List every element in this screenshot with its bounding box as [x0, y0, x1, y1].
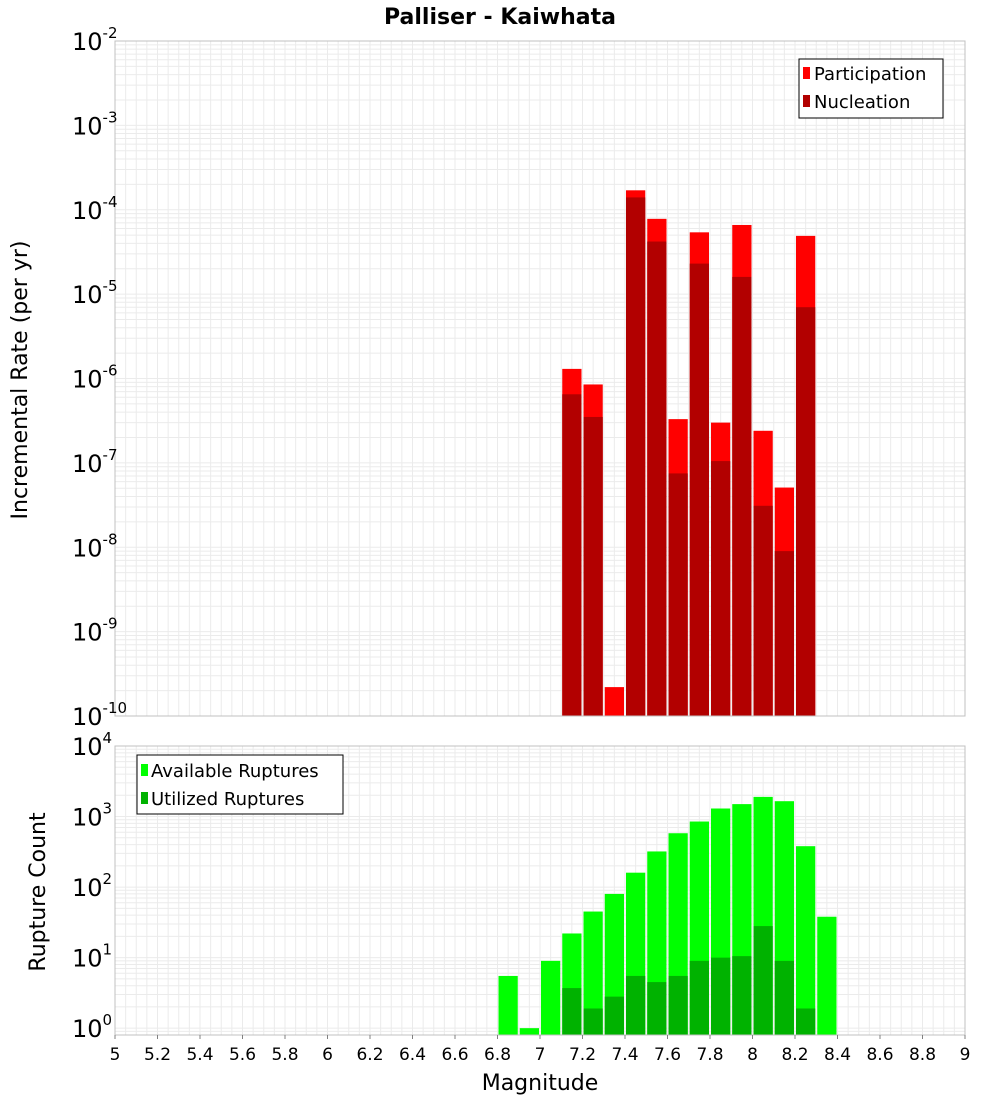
utilized-ruptures-bar	[711, 957, 731, 1035]
x-tick-label: 6	[322, 1045, 333, 1065]
available-ruptures-bar	[583, 911, 603, 1035]
x-tick-label: 7.4	[611, 1045, 638, 1065]
y-tick-label: 100	[72, 1011, 112, 1043]
legend-label-utilized: Utilized Ruptures	[151, 789, 304, 810]
rupture-panel-y-ticks: 100 101 102 103 104	[72, 729, 112, 1043]
available-ruptures-bar	[519, 1028, 539, 1035]
legend-swatch-available	[141, 764, 148, 776]
x-tick-label: 7	[535, 1045, 546, 1065]
y-tick-label: 10-5	[72, 277, 118, 309]
y-tick-label: 10-8	[72, 530, 118, 562]
rupture-panel-bars	[498, 796, 837, 1035]
legend-swatch-utilized	[141, 792, 148, 804]
nucleation-bar	[647, 241, 667, 717]
x-tick-label: 5.4	[186, 1045, 213, 1065]
y-tick-label: 10-9	[72, 615, 118, 647]
utilized-ruptures-bar	[583, 1008, 603, 1035]
x-tick-label: 7.2	[569, 1045, 596, 1065]
magnitude-x-ticks: 5 5.2 5.4 5.6 5.8 6 6.2 6.4 6.6 6.8 7 7.2 7.4 7.6 7.8 8…	[110, 1035, 971, 1065]
y-tick-label: 10-10	[72, 699, 127, 731]
x-tick-label: 8.8	[909, 1045, 936, 1065]
nucleation-bar	[753, 505, 773, 716]
x-tick-label: 5.8	[271, 1045, 298, 1065]
nucleation-bar	[626, 197, 646, 717]
legend-label-participation: Participation	[814, 64, 926, 85]
available-ruptures-bar	[796, 846, 816, 1035]
x-tick-label: 8.2	[781, 1045, 808, 1065]
utilized-ruptures-bar	[753, 926, 773, 1035]
available-ruptures-bar	[498, 975, 518, 1035]
x-tick-label: 6.2	[356, 1045, 383, 1065]
available-ruptures-bar	[541, 960, 561, 1035]
x-tick-label: 6.6	[441, 1045, 468, 1065]
utilized-ruptures-bar	[626, 975, 646, 1035]
utilized-ruptures-bar	[604, 996, 624, 1035]
utilized-ruptures-bar	[562, 988, 582, 1035]
participation-bar	[604, 687, 624, 716]
rate-panel-y-ticks: 10-10 10-9 10-8 10-7 10-6 10-5 10-4 10-3 10-2	[72, 24, 127, 731]
x-tick-label: 5.6	[229, 1045, 256, 1065]
x-tick-label: 6.8	[484, 1045, 511, 1065]
legend-swatch-participation	[803, 67, 810, 79]
x-tick-label: 5	[110, 1045, 121, 1065]
nucleation-bar	[583, 416, 603, 716]
nucleation-bar	[711, 461, 731, 716]
x-tick-label: 8.4	[824, 1045, 851, 1065]
chart-title: Palliser - Kaiwhata	[384, 5, 616, 30]
nucleation-bar	[796, 307, 816, 716]
x-tick-label: 8.6	[866, 1045, 893, 1065]
available-ruptures-bar	[817, 916, 837, 1035]
legend-label-nucleation: Nucleation	[814, 92, 910, 113]
rupture-count-axis-label: Rupture Count	[26, 812, 51, 972]
rate-panel: 10-10 10-9 10-8 10-7 10-6 10-5 10-4 10-3 10-2 In…	[8, 24, 966, 731]
nucleation-bar	[689, 263, 709, 716]
y-tick-label: 103	[72, 800, 112, 832]
nucleation-bar	[774, 551, 794, 716]
utilized-ruptures-bar	[647, 982, 667, 1035]
utilized-ruptures-bar	[668, 975, 688, 1035]
magnitude-axis-label: Magnitude	[482, 1071, 599, 1096]
y-tick-label: 10-7	[72, 446, 118, 478]
rate-legend: Participation Nucleation	[798, 58, 944, 119]
nucleation-bar	[562, 394, 582, 716]
y-tick-label: 10-2	[72, 24, 118, 56]
rate-legend-box	[798, 58, 944, 119]
utilized-ruptures-bar	[796, 1008, 816, 1035]
utilized-ruptures-bar	[689, 960, 709, 1035]
nucleation-bar	[732, 276, 752, 716]
utilized-ruptures-bar	[732, 956, 752, 1035]
utilized-ruptures-bar	[774, 960, 794, 1035]
rupture-legend: Available Ruptures Utilized Ruptures	[136, 754, 344, 815]
x-tick-label: 6.4	[399, 1045, 426, 1065]
y-tick-label: 10-3	[72, 108, 118, 140]
y-tick-label: 102	[72, 870, 112, 902]
x-tick-label: 9	[960, 1045, 971, 1065]
legend-swatch-nucleation	[803, 95, 810, 107]
x-tick-label: 7.6	[654, 1045, 681, 1065]
rate-panel-grid	[114, 40, 966, 717]
x-tick-label: 8	[747, 1045, 758, 1065]
y-tick-label: 101	[72, 941, 112, 973]
legend-label-available: Available Ruptures	[151, 761, 319, 782]
rate-panel-frame	[114, 40, 966, 717]
y-tick-label: 10-6	[72, 362, 118, 394]
rate-panel-bars	[562, 190, 816, 717]
y-tick-label: 10-4	[72, 193, 118, 225]
x-tick-label: 5.2	[144, 1045, 171, 1065]
rupture-legend-box	[136, 754, 344, 815]
y-tick-label: 104	[72, 729, 112, 761]
rate-axis-label: Incremental Rate (per yr)	[8, 241, 33, 520]
rupture-count-panel: 100 101 102 103 104 5 5.2 5.4 5.6 5.8 6 6.2 6.4 6.6 6…	[26, 729, 970, 1096]
nucleation-bar	[668, 473, 688, 716]
x-tick-label: 7.8	[696, 1045, 723, 1065]
